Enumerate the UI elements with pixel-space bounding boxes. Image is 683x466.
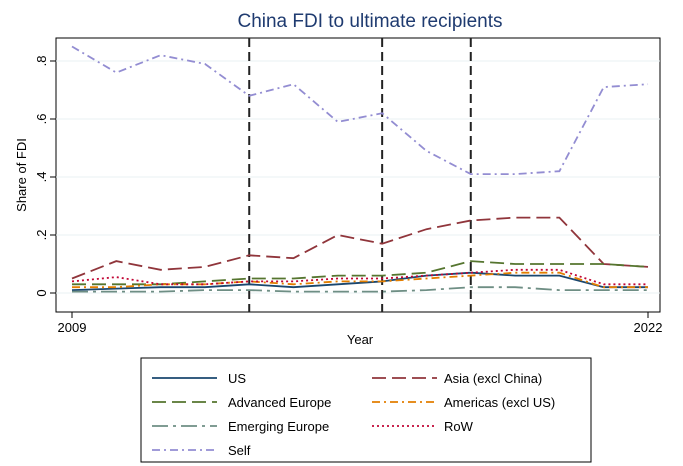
series-line xyxy=(71,268,648,286)
grid-lines xyxy=(56,60,660,294)
y-tick-label: .8 xyxy=(34,56,49,67)
series-line xyxy=(72,260,649,286)
y-tick-label: .6 xyxy=(34,114,49,125)
reference-lines xyxy=(248,38,472,312)
legend-label: Americas (excl US) xyxy=(444,395,555,410)
y-tick-label: .2 xyxy=(34,230,49,241)
x-axis: 2009 2022 xyxy=(58,312,663,335)
y-tick-label: 0 xyxy=(34,289,49,296)
y-tick-label: .4 xyxy=(34,172,49,183)
series-line xyxy=(71,45,649,176)
series-line xyxy=(71,271,648,291)
legend: US Asia (excl China) Advanced Europe Americ… xyxy=(152,371,555,458)
legend-label: RoW xyxy=(444,419,474,434)
series-lines xyxy=(71,45,649,293)
legend-label: Self xyxy=(228,443,251,458)
y-axis: 0 .2 .4 .6 .8 xyxy=(34,56,56,297)
legend-label: Advanced Europe xyxy=(228,395,331,410)
series-line xyxy=(72,286,648,293)
y-axis-title: Share of FDI xyxy=(14,138,29,212)
x-axis-title: Year xyxy=(347,332,374,347)
legend-box xyxy=(140,357,592,463)
legend-label: Emerging Europe xyxy=(228,419,329,434)
plot-area xyxy=(55,37,661,313)
x-tick-label: 2009 xyxy=(58,320,87,335)
x-tick-label: 2022 xyxy=(634,320,663,335)
legend-label: Asia (excl China) xyxy=(444,371,542,386)
legend-label: US xyxy=(228,371,246,386)
series-line xyxy=(71,216,649,280)
chart-title: China FDI to ultimate recipients xyxy=(237,11,502,32)
